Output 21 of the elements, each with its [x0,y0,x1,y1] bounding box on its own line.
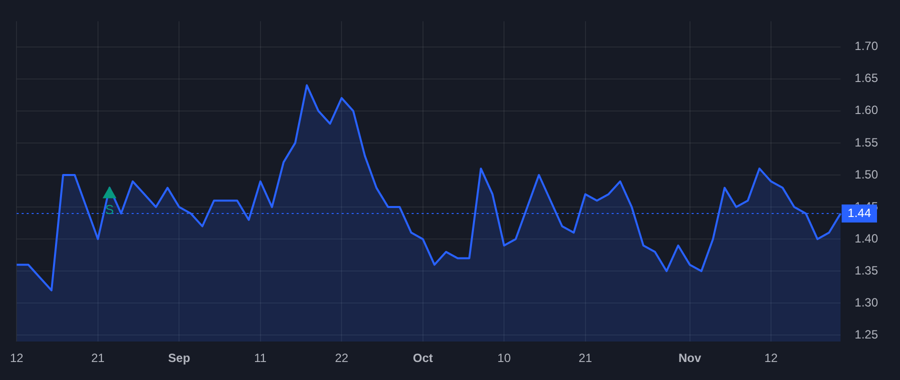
x-tick-label: Nov [678,351,702,366]
x-tick-label: Sep [168,351,190,366]
annotation: S [105,202,114,217]
x-tick-label: 11 [254,351,267,366]
y-tick-label: 1.50 [854,167,878,182]
y-tick-label: 1.30 [854,295,878,310]
y-tick-label: 1.40 [854,231,878,246]
ref-line-label: 1.44 [848,206,872,220]
x-tick-label: 12 [764,351,778,366]
y-tick-label: 1.55 [854,135,878,150]
y-tick-label: 1.35 [854,263,878,278]
x-tick-label: 10 [497,351,512,366]
x-tick-label: 12 [10,351,24,366]
y-tick-label: 1.60 [854,103,878,118]
x-tick-label: Oct [412,351,433,366]
y-tick-label: 1.70 [854,39,878,54]
x-tick-label: 21 [91,351,105,366]
y-tick-label: 1.65 [854,71,878,86]
x-tick-label: 22 [334,351,349,366]
x-tick-label: 21 [578,351,592,366]
y-tick-label: 1.25 [854,328,878,342]
